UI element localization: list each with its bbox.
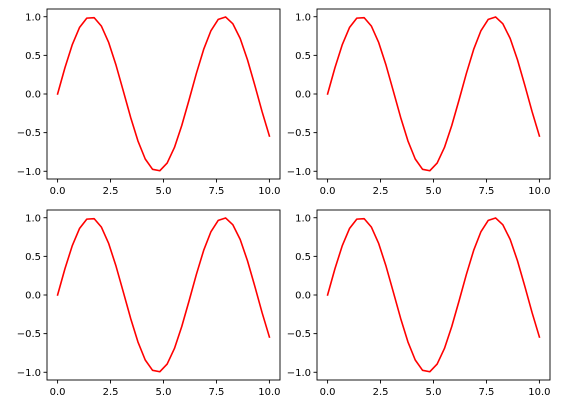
y-tick-label: 0.5 [295, 51, 311, 62]
y-tick-label: −0.5 [17, 329, 41, 340]
y-tick-label: 0.5 [295, 252, 311, 263]
series-line [56, 217, 271, 373]
x-tick-label: 2.5 [373, 186, 389, 197]
series-line [326, 217, 541, 373]
plot-area [47, 9, 280, 179]
subplot-1: 0.0 2.5 5.0 7.5 10.0 −1.0 −0.5 0.0 0.5 1.0 [17, 8, 281, 197]
x-tick-label: 0.0 [320, 186, 336, 197]
x-tick-label: 2.5 [103, 186, 119, 197]
y-tick-label: 0.5 [25, 252, 41, 263]
plot-area [317, 9, 550, 179]
x-tick-label: 5.0 [156, 186, 172, 197]
y-tick-label: −0.5 [17, 128, 41, 139]
x-tick-label: 5.0 [426, 387, 442, 398]
y-tick-label: 0.0 [25, 90, 41, 101]
x-tick-label: 10.0 [258, 186, 280, 197]
x-tick-label: 10.0 [528, 387, 550, 398]
y-tick-label: −1.0 [17, 368, 41, 379]
x-tick-label: 5.0 [426, 186, 442, 197]
y-tick-label: 0.0 [295, 291, 311, 302]
x-tick-label: 0.0 [50, 186, 66, 197]
y-tick-label: 0.5 [25, 51, 41, 62]
y-tick-label: 0.0 [295, 90, 311, 101]
x-tick-label: 10.0 [258, 387, 280, 398]
x-tick-label: 10.0 [528, 186, 550, 197]
subplot-4: 0.0 2.5 5.0 7.5 10.0 −1.0 −0.5 0.0 0.5 1.0 [287, 209, 551, 398]
x-tick-label: 7.5 [209, 186, 225, 197]
x-tick-label: 0.0 [320, 387, 336, 398]
x-tick-label: 7.5 [479, 186, 495, 197]
y-tick-label: 1.0 [25, 12, 41, 23]
y-tick-label: 1.0 [295, 12, 311, 23]
x-tick-label: 2.5 [373, 387, 389, 398]
x-tick-label: 0.0 [50, 387, 66, 398]
y-tick-label: 0.0 [25, 291, 41, 302]
y-tick-label: −0.5 [287, 329, 311, 340]
subplot-3: 0.0 2.5 5.0 7.5 10.0 −1.0 −0.5 0.0 0.5 1.0 [17, 209, 281, 398]
plot-area [47, 210, 280, 380]
plot-area [317, 210, 550, 380]
y-tick-label: −1.0 [287, 167, 311, 178]
x-tick-label: 2.5 [103, 387, 119, 398]
subplot-2: 0.0 2.5 5.0 7.5 10.0 −1.0 −0.5 0.0 0.5 1.0 [287, 8, 551, 197]
x-tick-label: 5.0 [156, 387, 172, 398]
y-tick-label: −1.0 [287, 368, 311, 379]
x-tick-label: 7.5 [209, 387, 225, 398]
series-line [56, 16, 271, 172]
y-tick-label: −1.0 [17, 167, 41, 178]
series-line [326, 16, 541, 172]
y-tick-label: 1.0 [25, 213, 41, 224]
y-tick-label: 1.0 [295, 213, 311, 224]
x-tick-label: 7.5 [479, 387, 495, 398]
y-tick-label: −0.5 [287, 128, 311, 139]
